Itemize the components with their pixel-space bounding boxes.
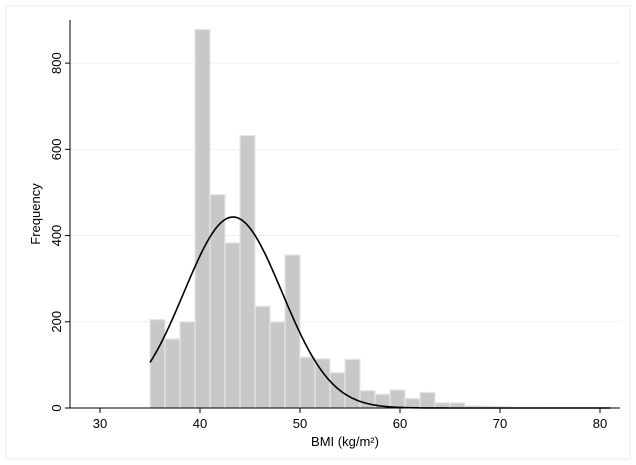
histogram-bar bbox=[299, 356, 316, 409]
x-tick-label: 30 bbox=[93, 416, 107, 431]
grid-lines bbox=[70, 62, 620, 323]
histogram-bars bbox=[149, 28, 616, 409]
histogram-bar bbox=[269, 321, 286, 409]
histogram-bar bbox=[329, 372, 346, 409]
histogram-bar bbox=[254, 305, 271, 409]
x-axis-title: BMI (kg/m²) bbox=[311, 434, 379, 449]
y-tick-label: 600 bbox=[49, 138, 64, 160]
x-tick-label: 70 bbox=[493, 416, 507, 431]
histogram-bar bbox=[164, 338, 181, 409]
x-tick-label: 40 bbox=[193, 416, 207, 431]
y-tick-label: 200 bbox=[49, 311, 64, 333]
histogram-bar bbox=[149, 319, 166, 409]
x-tick-label: 60 bbox=[393, 416, 407, 431]
histogram-bar bbox=[224, 242, 241, 409]
y-axis-title: Frequency bbox=[28, 183, 43, 245]
y-tick-label: 0 bbox=[49, 404, 64, 411]
y-tick-label: 800 bbox=[49, 52, 64, 74]
x-tick-label: 50 bbox=[293, 416, 307, 431]
histogram-bar bbox=[419, 391, 436, 409]
histogram-bar bbox=[389, 389, 406, 409]
x-tick-label: 80 bbox=[593, 416, 607, 431]
histogram-bar bbox=[179, 321, 196, 409]
histogram-bar bbox=[284, 254, 301, 409]
histogram-bar bbox=[194, 28, 211, 409]
y-tick-label: 400 bbox=[49, 225, 64, 247]
histogram-bar bbox=[239, 134, 256, 409]
histogram-bar bbox=[404, 397, 421, 409]
histogram-bar bbox=[314, 358, 331, 409]
